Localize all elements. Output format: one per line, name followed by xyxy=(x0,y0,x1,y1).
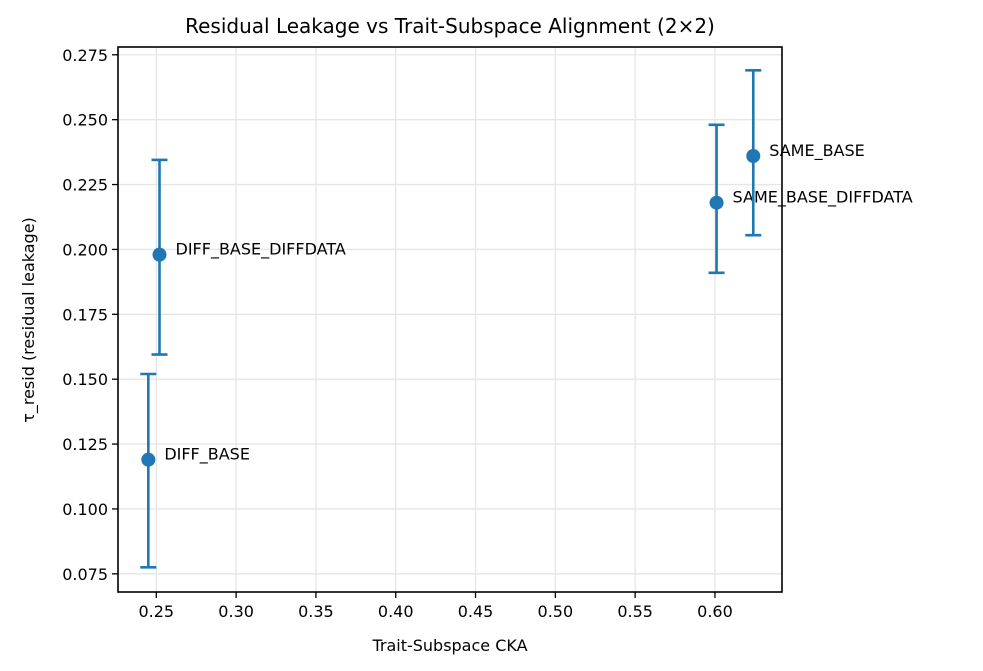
data-point-marker xyxy=(746,149,761,163)
point-label: SAME_BASE_DIFFDATA xyxy=(733,188,913,208)
chart-title: Residual Leakage vs Trait-Subspace Align… xyxy=(185,14,715,38)
y-axis-label: τ_resid (residual leakage) xyxy=(19,217,39,423)
data-point-group: DIFF_BASE_DIFFDATA xyxy=(151,158,346,356)
y-tick-label: 0.175 xyxy=(62,305,108,324)
y-tick-label: 0.150 xyxy=(62,370,108,389)
x-axis-ticks: 0.25 0.30 0.35 0.40 0.45 0.50 0.55 0.60 xyxy=(138,592,733,621)
data-point-group: SAME_BASE_DIFFDATA xyxy=(708,123,913,275)
data-point-marker xyxy=(709,195,724,210)
data-series: DIFF_BASE DIFF_BASE_DIFFDATA SAME_BASE_DIF… xyxy=(140,69,913,569)
y-tick-label: 0.250 xyxy=(62,111,108,130)
y-tick-label: 0.275 xyxy=(62,46,108,65)
x-tick-label: 0.55 xyxy=(617,602,653,621)
y-tick-label: 0.225 xyxy=(62,176,108,195)
x-tick-label: 0.25 xyxy=(138,602,174,621)
data-point-marker xyxy=(152,247,167,262)
x-tick-label: 0.35 xyxy=(298,602,334,621)
point-label: DIFF_BASE xyxy=(164,445,250,465)
y-tick-label: 0.125 xyxy=(62,435,108,454)
y-tick-label: 0.075 xyxy=(62,565,108,584)
y-tick-label: 0.200 xyxy=(62,240,108,259)
y-tick-label: 0.100 xyxy=(62,500,108,519)
grid-lines xyxy=(118,47,782,592)
point-label: DIFF_BASE_DIFFDATA xyxy=(176,240,346,260)
data-point-marker xyxy=(141,452,156,467)
x-tick-label: 0.40 xyxy=(378,602,414,621)
y-axis-ticks: 0.075 0.100 0.125 0.150 0.175 0.200 0.225 0.250… xyxy=(62,46,118,584)
x-tick-label: 0.30 xyxy=(218,602,254,621)
x-tick-label: 0.45 xyxy=(458,602,494,621)
point-label: SAME_BASE xyxy=(769,141,865,161)
data-point-group: SAME_BASE xyxy=(745,69,865,237)
x-tick-label: 0.50 xyxy=(538,602,574,621)
data-point-group: DIFF_BASE xyxy=(140,372,250,569)
x-tick-label: 0.60 xyxy=(697,602,733,621)
axes-frame xyxy=(117,46,783,593)
x-axis-label: Trait-Subspace CKA xyxy=(371,636,527,655)
